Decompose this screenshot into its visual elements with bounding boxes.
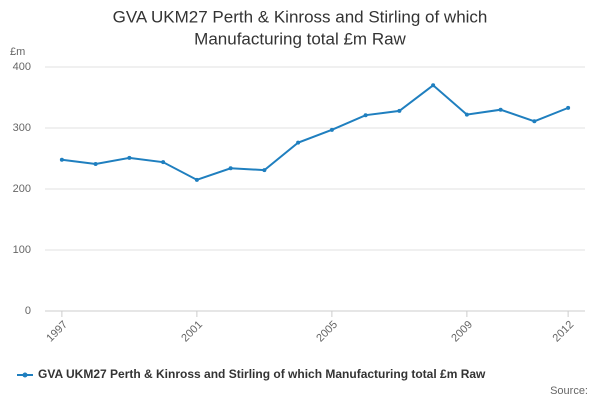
y-tick-label: 400 (13, 61, 31, 73)
legend-label: GVA UKM27 Perth & Kinross and Stirling o… (38, 367, 486, 381)
data-point (532, 119, 537, 124)
x-tick-label: 2009 (449, 319, 475, 345)
chart-title: Manufacturing total £m Raw (194, 29, 406, 48)
data-point (93, 161, 98, 166)
data-point (262, 168, 267, 173)
x-tick-label: 1997 (44, 319, 70, 345)
data-point (397, 108, 402, 113)
data-point (498, 107, 503, 112)
y-tick-label: 300 (13, 122, 31, 134)
data-point (296, 140, 301, 145)
data-point (566, 105, 571, 110)
x-tick-label: 2005 (314, 319, 340, 345)
y-tick-label: 100 (13, 244, 31, 256)
x-tick-label: 2001 (179, 319, 205, 345)
y-tick-label: 0 (25, 305, 31, 317)
data-point (464, 112, 469, 117)
data-line (61, 84, 569, 181)
data-point (329, 127, 334, 132)
data-point (59, 157, 64, 162)
data-point (161, 160, 166, 165)
data-point (363, 113, 368, 118)
legend-marker (22, 372, 28, 378)
y-axis-label: £m (10, 46, 25, 58)
source: Source: (550, 385, 588, 397)
data-point (228, 166, 233, 171)
chart-title: GVA UKM27 Perth & Kinross and Stirling o… (113, 7, 488, 26)
x-tick-label: 2012 (551, 319, 577, 345)
data-point (431, 83, 436, 88)
data-point (127, 155, 132, 160)
data-point (194, 177, 199, 182)
y-tick-label: 200 (13, 183, 31, 195)
